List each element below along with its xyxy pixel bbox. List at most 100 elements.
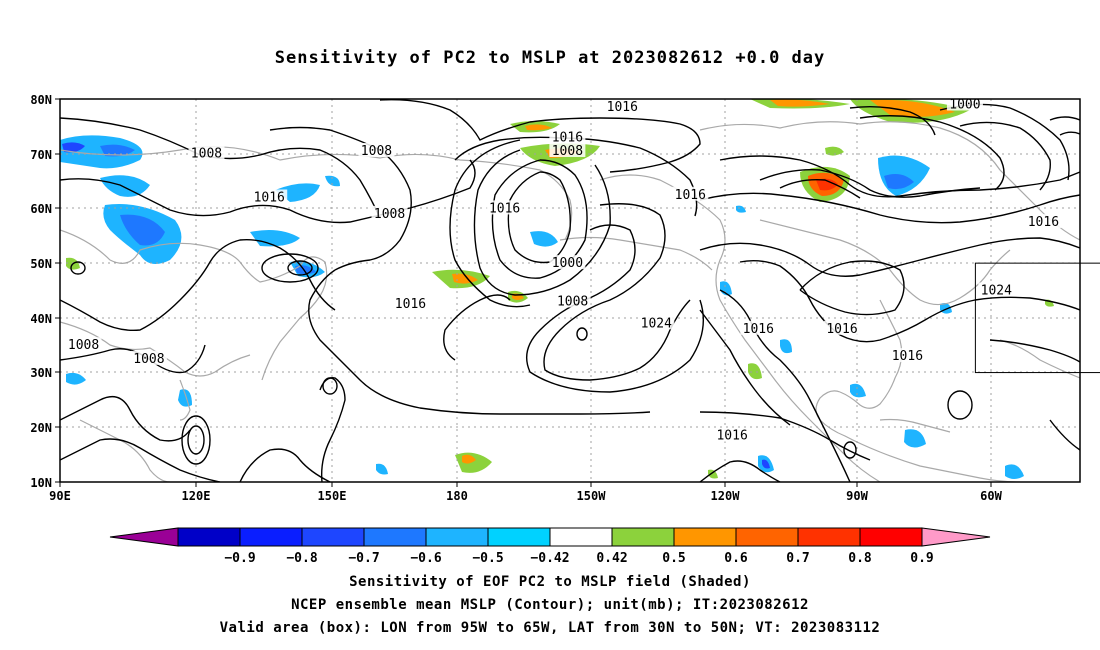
mslp-contour (269, 126, 412, 271)
contour-label: 1008 (361, 144, 392, 159)
mslp-contour (187, 425, 205, 455)
shaded-region (530, 231, 558, 247)
shaded-region (462, 454, 476, 464)
lat-label: 70N (30, 148, 52, 162)
contour-label-bg (1025, 214, 1062, 229)
coastline (839, 299, 903, 409)
colorbar-arrow-high (921, 527, 991, 547)
contour-label: 1024 (641, 316, 672, 331)
mslp-contour (989, 339, 1080, 363)
contour-label: 1000 (949, 97, 980, 112)
colorbar-labels: −0.9 −0.8 −0.7 −0.6 −0.5 −0.42 0.42 0.5 0.6 0.7 0.… (224, 551, 933, 566)
mslp-contour (719, 155, 1080, 198)
colorbar-segment (797, 527, 861, 547)
colorbar-segment (859, 527, 923, 547)
colorbar-tick-label: 0.5 (662, 551, 685, 566)
contour-label: 1008 (1090, 182, 1100, 197)
mslp-contour (719, 289, 851, 482)
caption-line-2: NCEP ensemble mean MSLP (Contour); unit(… (291, 597, 809, 613)
contour-label: 1008 (552, 144, 583, 159)
mslp-contour (843, 441, 857, 459)
contour-label-bg (889, 348, 926, 363)
shaded-region (904, 429, 926, 448)
colorbar-tick-label: 0.42 (596, 551, 627, 566)
shaded-region (870, 99, 955, 117)
contour-label: 1016 (552, 130, 583, 145)
contour-label: 1016 (607, 100, 638, 115)
mslp-contour (239, 448, 331, 482)
lat-label: 50N (30, 257, 52, 271)
mslp-contour (308, 269, 651, 415)
coastline (179, 379, 191, 421)
valid-area-box (974, 262, 1100, 374)
shaded-region (736, 205, 746, 213)
lat-label: 10N (30, 476, 52, 490)
contour-label-bg (358, 142, 395, 157)
coastline (60, 321, 251, 377)
contour-label-bg (188, 145, 225, 160)
mslp-contour (699, 192, 1080, 224)
contour-label-bg (65, 337, 102, 352)
shaded-region (780, 339, 792, 354)
colorbar-segment (301, 527, 365, 547)
lon-label: 90W (846, 489, 868, 503)
shaded-region (60, 135, 143, 169)
contour-label: 1016 (1028, 215, 1059, 230)
contour-label: 1016 (826, 322, 857, 337)
mslp-contour (947, 390, 973, 420)
mslp-contour (699, 309, 791, 426)
colorbar-segment (239, 527, 303, 547)
latitude-axis: 80N 70N 60N 50N 40N 30N 20N 10N (30, 93, 60, 490)
shaded-region (762, 459, 770, 469)
contour-label-bg (978, 282, 1015, 297)
contour-label: 1008 (191, 147, 222, 162)
shaded-region (325, 175, 340, 187)
coastline (60, 229, 328, 381)
coastline (79, 419, 171, 482)
mslp-contour (1049, 116, 1080, 121)
shaded-region (120, 214, 165, 246)
mslp-contour (60, 117, 381, 219)
longitude-axis: 90E 120E 150E 180 150W 120W 90W 60W (49, 482, 1003, 503)
contour-label: 1016 (395, 297, 426, 312)
contour-label-bg (371, 205, 408, 220)
shaded-region (525, 124, 552, 131)
mslp-contour (739, 259, 1080, 343)
contour-label: 1016 (675, 188, 706, 203)
shaded-region (452, 273, 478, 284)
colorbar-tick-label: 0.9 (910, 551, 933, 566)
colorbar-segment (673, 527, 737, 547)
colorbar-tick-label: −0.5 (472, 551, 503, 566)
contour-label: 1008 (374, 207, 405, 222)
contour-label-bg (1088, 181, 1100, 195)
colorbar-tick-label: −0.8 (286, 551, 317, 566)
mslp-contour (859, 115, 1005, 191)
shaded-region (884, 174, 914, 190)
contour-label-bg (714, 427, 751, 442)
colorbar-segment (177, 527, 241, 547)
colorbar-arrow-low (109, 527, 179, 547)
mslp-contour (261, 253, 319, 283)
contour-label: 1008 (557, 294, 588, 309)
contour-label-bg (824, 320, 860, 335)
mslp-contour (779, 178, 861, 199)
coastline (999, 339, 1080, 379)
caption-line-3: Valid area (box): LON from 95W to 65W, L… (219, 620, 881, 636)
colorbar-tick-label: 0.6 (724, 551, 748, 566)
contour-label-bg (740, 320, 777, 335)
mslp-contour (576, 327, 588, 341)
mslp-contour (449, 139, 531, 308)
contour-label-bg (549, 129, 586, 144)
colorbar-tick-label: −0.7 (348, 551, 379, 566)
lon-label: 150E (318, 489, 347, 503)
coastline (879, 418, 951, 433)
coastline (60, 146, 573, 241)
contour-label-bg (251, 189, 288, 204)
shaded-region (66, 372, 86, 385)
mslp-contour (181, 415, 211, 465)
contour-label-bg (549, 142, 586, 157)
contour-label: 1024 (981, 284, 1012, 299)
colorbar-tick-label: −0.6 (410, 551, 441, 566)
contour-label-bg (946, 99, 983, 111)
contour-label: 1000 (552, 256, 583, 271)
